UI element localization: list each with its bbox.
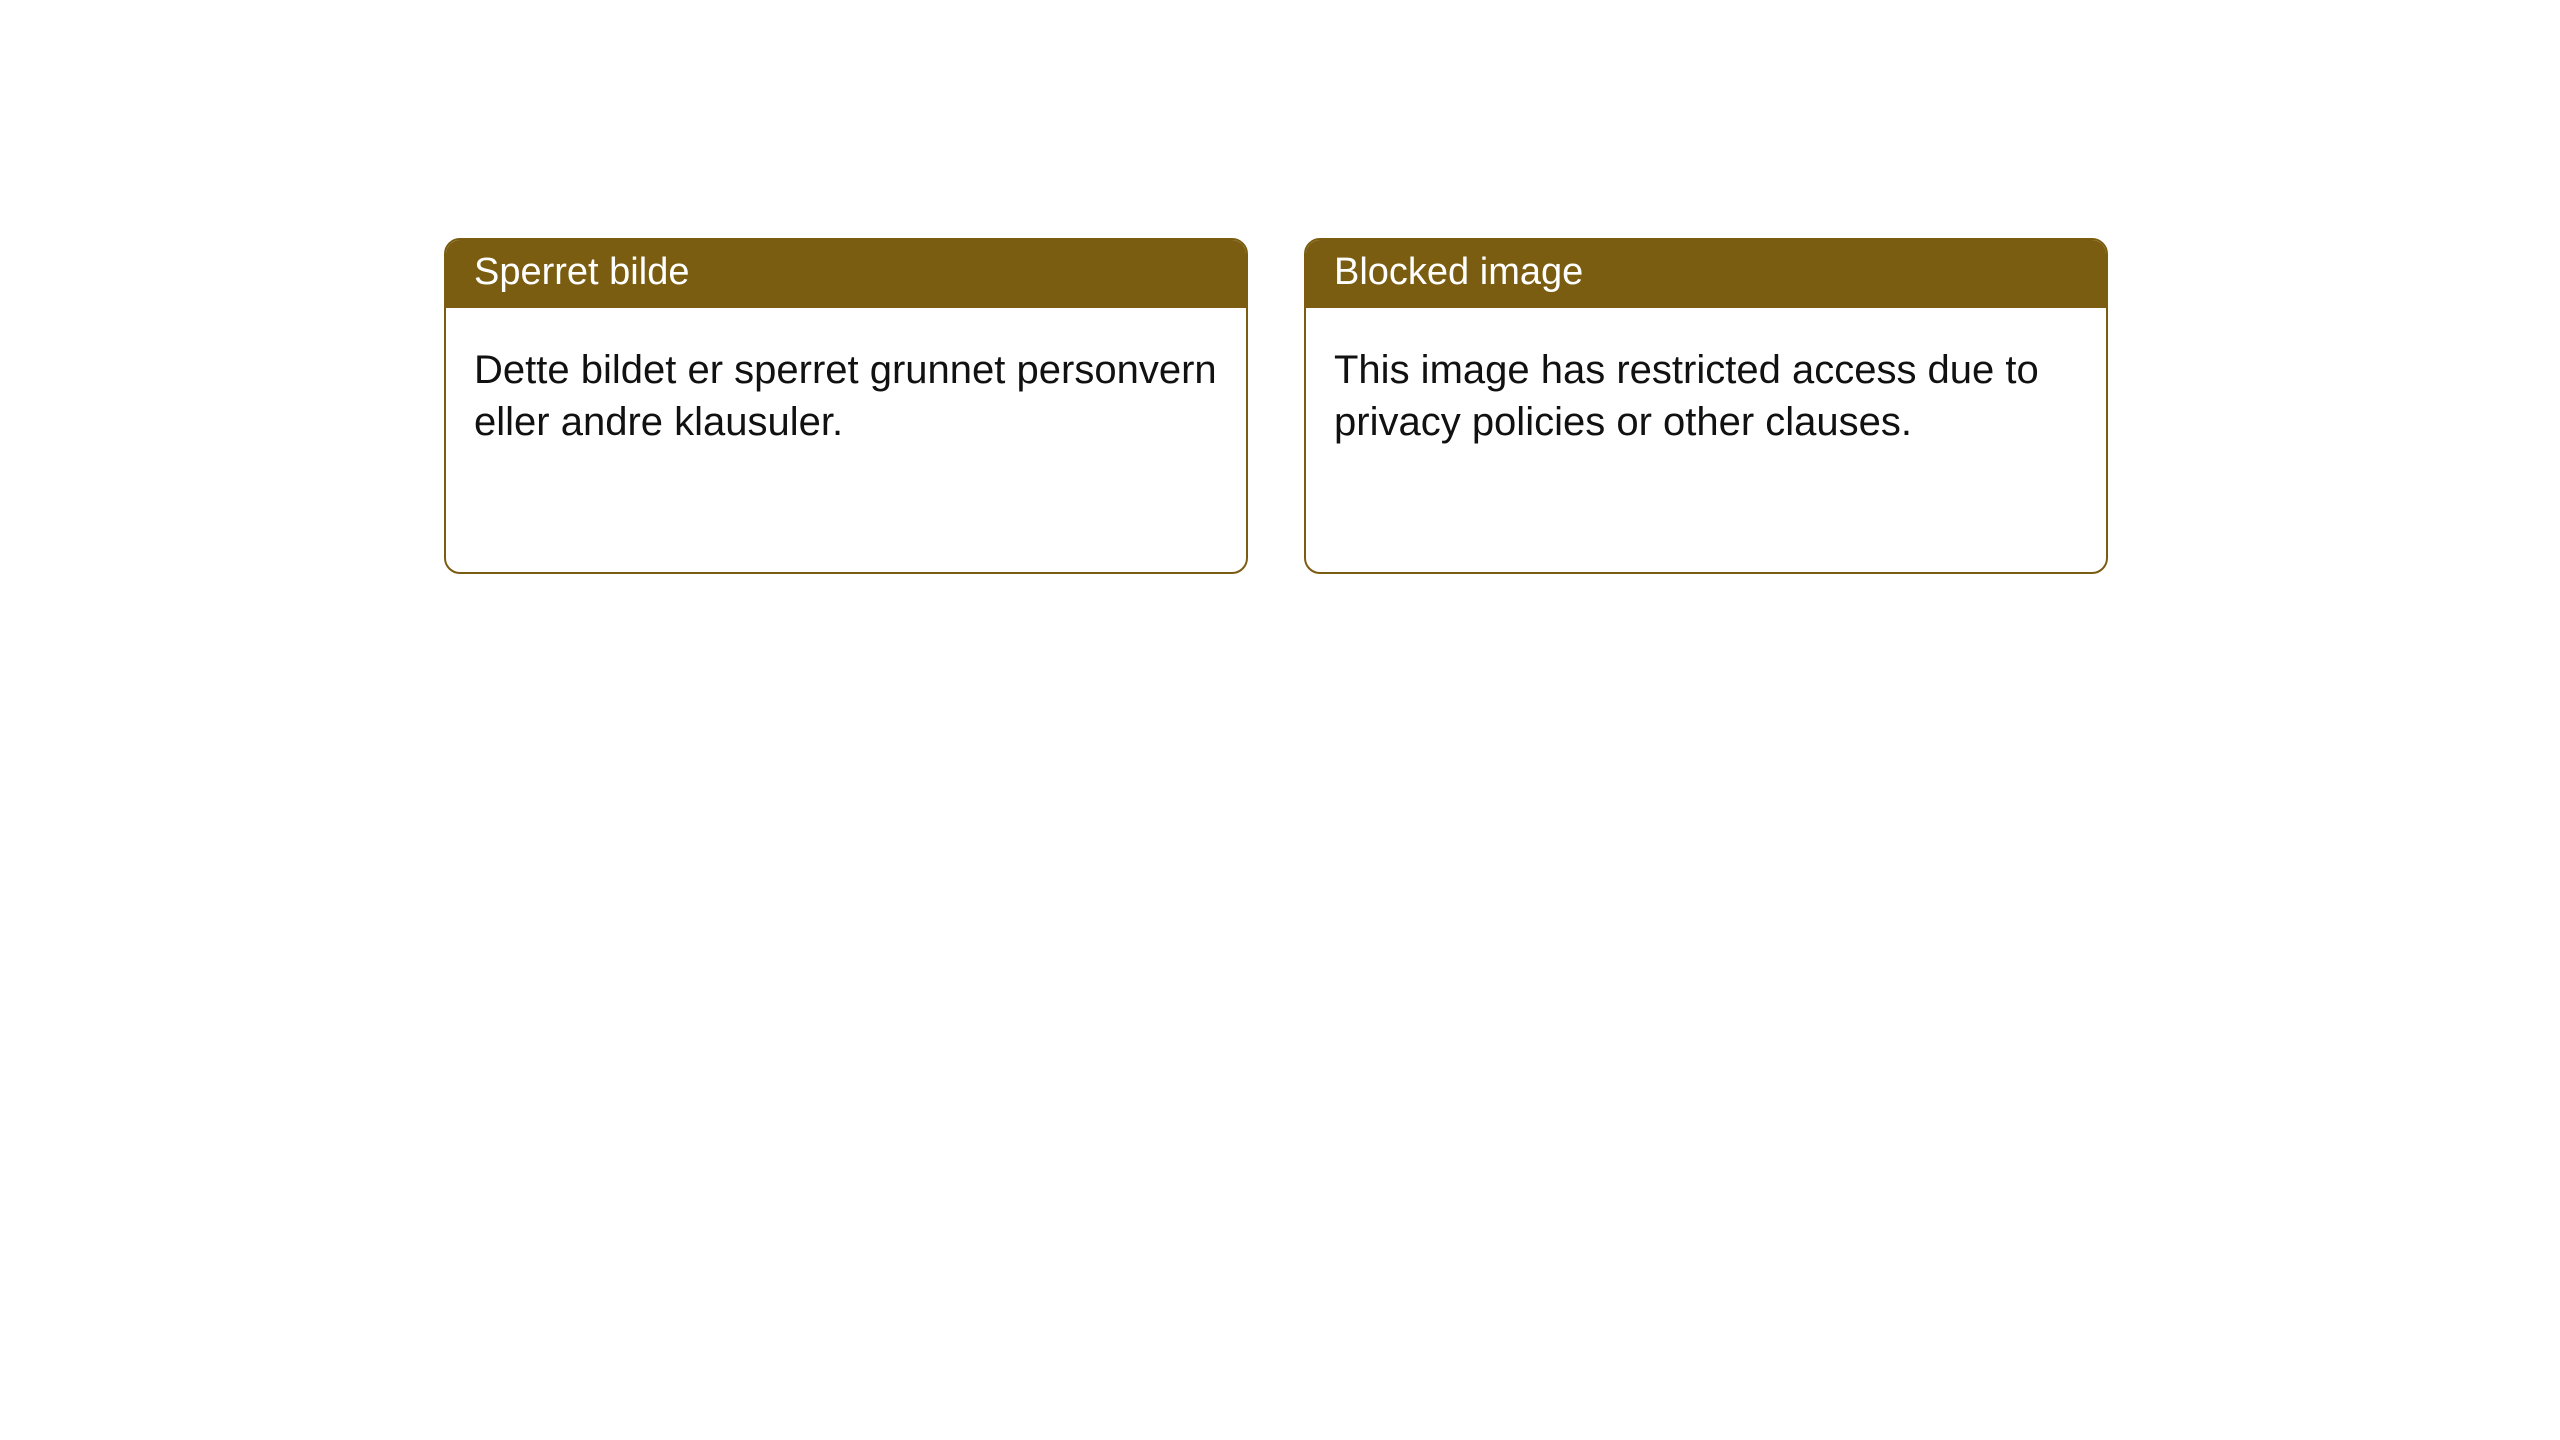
card-header-no: Sperret bilde [446, 240, 1246, 308]
blocked-image-card-no: Sperret bilde Dette bildet er sperret gr… [444, 238, 1248, 574]
card-body-en: This image has restricted access due to … [1306, 308, 2106, 448]
notice-container: Sperret bilde Dette bildet er sperret gr… [0, 0, 2560, 574]
card-body-no: Dette bildet er sperret grunnet personve… [446, 308, 1246, 448]
card-header-en: Blocked image [1306, 240, 2106, 308]
blocked-image-card-en: Blocked image This image has restricted … [1304, 238, 2108, 574]
